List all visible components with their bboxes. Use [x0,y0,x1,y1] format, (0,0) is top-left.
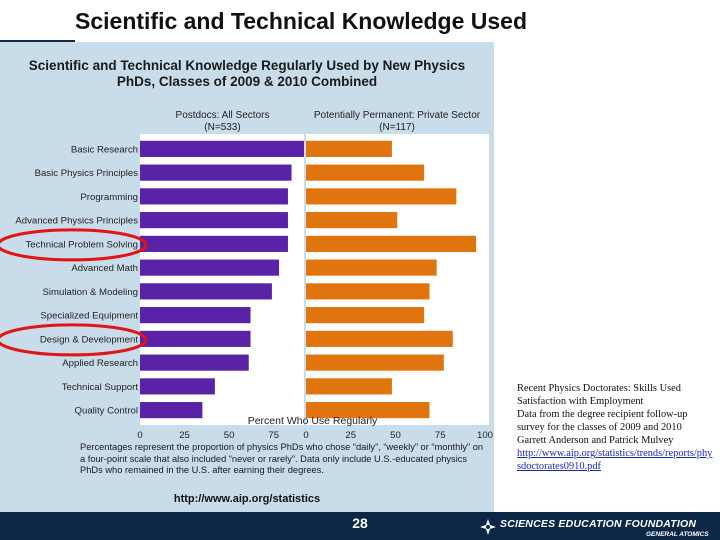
bar-private-sector [306,140,392,157]
bar-private-sector [306,307,425,324]
x-tick-label: 75 [435,430,446,441]
bar-postdocs [140,259,280,276]
logo-text: SCIENCES EDUCATION FOUNDATION [500,518,697,530]
category-label: Applied Research [62,358,138,369]
bar-private-sector [306,378,392,395]
x-tick-label: 100 [477,430,493,441]
source-line: Data from the degree recipient follow-up [517,409,688,420]
bar-private-sector [306,259,437,276]
source-line: Satisfaction with Employment [517,396,644,407]
x-tick-label: 25 [345,430,356,441]
right-panel-header: Potentially Permanent: Private Sector (N… [304,110,490,134]
bar-private-sector [306,402,430,419]
right-panel-bg [306,134,489,425]
bar-postdocs [140,330,251,347]
x-tick-label: 0 [137,430,142,441]
right-series-name: Potentially Permanent: Private Sector [313,110,481,121]
bar-private-sector [306,164,425,181]
category-label: Specialized Equipment [40,311,138,322]
star-logo-icon [480,519,496,535]
bar-chart: Basic Research Basic Physics Principles Pr… [0,134,493,441]
x-tick-label: 50 [224,430,235,441]
slide-header [0,0,720,42]
chart-title: Scientific and Technical Knowledge Regul… [0,58,494,90]
bar-postdocs [140,188,288,205]
category-label: Quality Control [75,406,138,417]
x-tick-label: 25 [179,430,190,441]
bar-postdocs [140,378,215,395]
page-number: 28 [352,515,368,531]
bar-postdocs [140,283,272,300]
category-label: Design & Development [40,334,138,345]
bar-postdocs [140,164,292,181]
bar-private-sector [306,235,477,252]
bar-postdocs [140,235,288,252]
x-tick-label: 0 [303,430,308,441]
category-label: Simulation & Modeling [43,287,138,298]
right-series-n: (N=117) [379,122,415,133]
highlight-ellipse [0,323,148,357]
left-panel-header: Postdocs: All Sectors (N=533) [140,110,305,134]
left-series-name: Postdocs: All Sectors [175,110,270,121]
bar-postdocs [140,307,251,324]
chart-figure: Scientific and Technical Knowledge Regul… [0,42,494,512]
source-line: survey for the classes of 2009 and 2010 [517,422,682,433]
source-line: Recent Physics Doctorates: Skills Used [517,383,681,394]
bar-postdocs [140,354,249,371]
x-tick-label: 75 [268,430,279,441]
bar-private-sector [306,354,444,371]
bar-postdocs [140,140,304,157]
source-link[interactable]: http://www.aip.org/statistics/trends/rep… [517,448,713,472]
bar-postdocs [140,402,203,419]
source-line: Garrett Anderson and Patrick Mulvey [517,435,674,446]
category-label: Technical Support [62,382,139,393]
x-axis-label: Percent Who Use Regularly [247,415,378,427]
bar-private-sector [306,283,430,300]
category-label: Technical Problem Solving [25,239,138,250]
category-label: Basic Physics Principles [35,168,139,179]
source-citation: Recent Physics Doctorates: Skills Used S… [517,382,715,473]
bar-private-sector [306,188,457,205]
category-label: Basic Research [71,144,138,155]
slide-title: Scientific and Technical Knowledge Used [75,8,528,34]
category-label: Advanced Physics Principles [15,216,138,227]
category-label: Programming [80,192,138,203]
category-label: Advanced Math [71,263,138,274]
left-series-n: (N=533) [204,122,241,133]
chart-url: http://www.aip.org/statistics [173,493,321,505]
logo-subtext: GENERAL ATOMICS [646,531,709,538]
chart-title-line-1: Scientific and Technical Knowledge Regul… [28,58,466,73]
x-tick-label: 50 [390,430,401,441]
highlight-ellipse [0,228,148,262]
bar-private-sector [306,330,453,347]
footer-bar [0,512,720,540]
chart-title-line-2: PhDs, Classes of 2009 & 2010 Combined [116,74,378,89]
sef-logo: SCIENCES EDUCATION FOUNDATION GENERAL AT… [478,516,720,540]
chart-footnote: Percentages represent the proportion of … [80,442,484,475]
bar-private-sector [306,212,398,229]
left-panel-bg [140,134,304,425]
bar-postdocs [140,212,288,229]
